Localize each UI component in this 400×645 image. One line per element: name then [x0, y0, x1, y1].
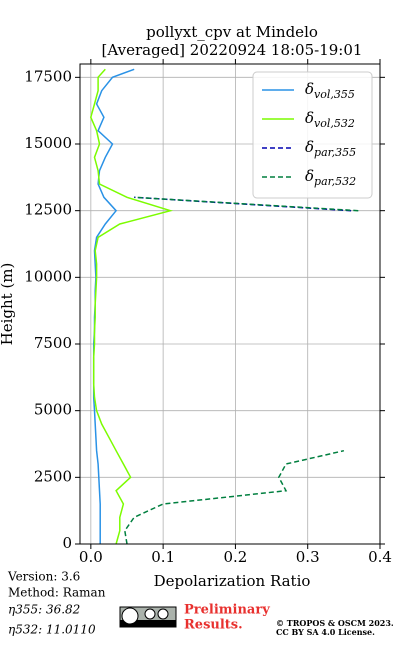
legend-symbol: δ: [305, 138, 314, 156]
legend-subscript: vol,355: [314, 88, 355, 101]
y-tick-label: 12500: [24, 201, 72, 219]
x-tick-label: 0.3: [296, 548, 320, 566]
legend-label: δvol,355: [305, 80, 355, 101]
y-tick-label: 0: [62, 534, 72, 552]
legend-label: δvol,532: [305, 109, 355, 130]
chart-title: pollyxt_cpv at Mindelo: [146, 23, 318, 41]
license: © TROPOS & OSCM 2023.: [276, 618, 394, 628]
eta: η355: 36.82: [8, 603, 80, 617]
x-tick-label: 0.4: [368, 548, 392, 566]
eta: η532: 11.0110: [8, 623, 96, 637]
method: Method: Raman: [8, 586, 106, 600]
y-tick-label: 17500: [24, 67, 72, 85]
legend-symbol: δ: [305, 167, 314, 185]
y-tick-label: 10000: [24, 267, 72, 285]
y-tick-label: 7500: [34, 334, 72, 352]
x-tick-label: 0.2: [223, 548, 247, 566]
x-axis-label: Depolarization Ratio: [154, 572, 311, 590]
legend-box: [252, 71, 373, 199]
y-tick-label: 15000: [24, 134, 72, 152]
y-tick-label: 2500: [34, 467, 72, 485]
legend-subscript: vol,532: [314, 117, 355, 130]
legend-subscript: par,532: [314, 175, 356, 188]
preliminary: Preliminary: [184, 603, 270, 618]
legend-symbol: δ: [305, 80, 314, 98]
chart-title: [Averaged] 20220924 18:05-19:01: [102, 41, 363, 59]
line: [124, 196, 359, 545]
cc-logo: [119, 606, 177, 628]
x-tick-label: 0.0: [79, 548, 103, 566]
y-tick-label: 5000: [34, 401, 72, 419]
y-axis-label: Height (m): [0, 263, 16, 346]
version: Version: 3.6: [7, 570, 80, 584]
legend-subscript: par,355: [314, 146, 356, 159]
line: [90, 68, 174, 545]
legend-symbol: δ: [305, 109, 314, 127]
license: CC BY SA 4.0 License.: [276, 627, 375, 637]
legend-label: δpar,355: [305, 138, 356, 159]
x-tick-label: 0.1: [151, 548, 175, 566]
preliminary: Results.: [184, 618, 243, 633]
plot-frame: [79, 63, 381, 545]
legend-label: δpar,532: [305, 167, 356, 188]
